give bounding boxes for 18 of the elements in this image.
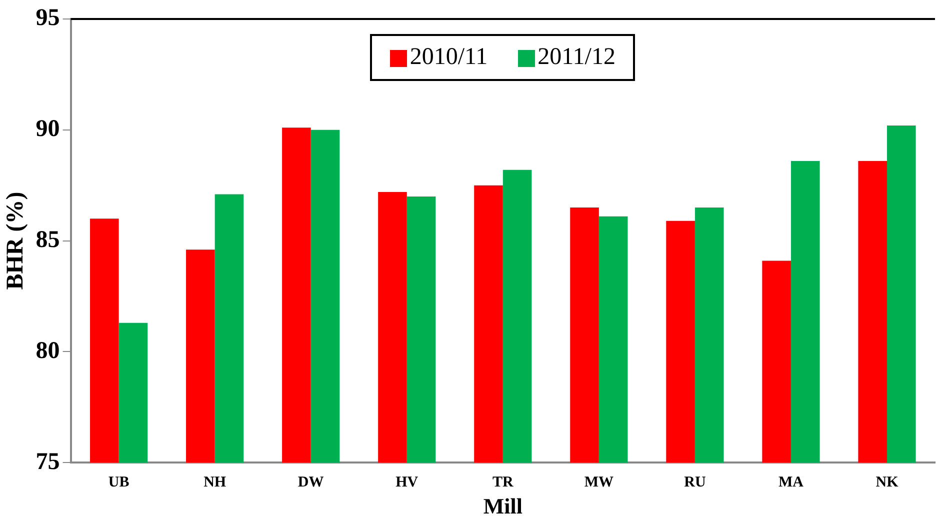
x-tick-label: MW [584, 474, 614, 490]
x-tick-label: NK [876, 474, 899, 490]
y-tick-label: 90 [36, 116, 60, 142]
y-tick-label: 80 [36, 338, 60, 364]
x-tick-label: HV [396, 474, 418, 490]
x-tick-label: TR [492, 474, 514, 490]
x-tick-label: RU [684, 474, 706, 490]
y-tick-label: 85 [36, 227, 60, 254]
y-axis-title: BHR (%) [2, 192, 29, 290]
x-tick-label: DW [298, 474, 324, 490]
x-tick-label: NH [204, 474, 226, 490]
legend-label: 2010/11 [408, 44, 488, 71]
y-tick-label: 95 [36, 5, 60, 32]
y-tick-label: 75 [36, 448, 60, 475]
legend-label: 2011/12 [536, 44, 616, 71]
x-tick-label: MA [778, 474, 804, 490]
x-axis-title: Mill [483, 493, 522, 518]
x-tick-label: UB [108, 474, 130, 490]
